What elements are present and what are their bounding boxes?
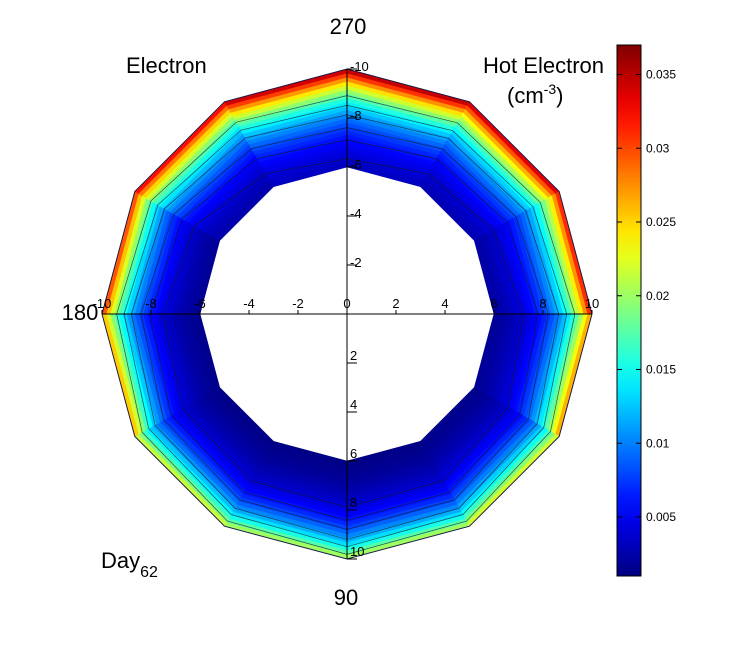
angle-label-left: 180 xyxy=(62,300,99,325)
units-exponent: -3 xyxy=(544,81,557,97)
x-tick-label: -2 xyxy=(292,296,304,311)
angle-label-top: 270 xyxy=(330,14,367,39)
y-tick-label: 4 xyxy=(350,397,357,412)
day-subscript: 62 xyxy=(140,564,158,581)
angle-label-bottom: 90 xyxy=(334,585,358,610)
units-close: ) xyxy=(556,83,563,108)
x-tick-label: -6 xyxy=(194,296,206,311)
x-tick-label: -4 xyxy=(243,296,255,311)
colorbar-tick-label: 0.02 xyxy=(646,289,670,303)
colorbar-scale xyxy=(616,44,642,577)
y-tick-label: -8 xyxy=(350,108,362,123)
units-label: (cm-3) xyxy=(507,81,563,108)
x-tick-label: 2 xyxy=(392,296,399,311)
left-title: Electron xyxy=(126,53,207,78)
x-tick-label: 8 xyxy=(539,296,546,311)
x-tick-label: 0 xyxy=(343,296,350,311)
radial-ticks: 0 -2 2 -2 2 -4 4 -4 4 -6 6 -6 6 -8 8 -8 8 -10 10 -10 10 xyxy=(93,59,599,560)
y-tick-label: -6 xyxy=(350,157,362,172)
x-tick-label: 4 xyxy=(441,296,448,311)
chart-title: Hot Electron xyxy=(483,53,604,78)
colorbar: 0.005 0.01 0.015 0.02 0.025 0.03 0.035 xyxy=(616,44,676,577)
units-open: (cm xyxy=(507,83,544,108)
colorbar-tick-label: 0.03 xyxy=(646,141,670,155)
y-tick-label: 10 xyxy=(350,544,364,559)
y-tick-label: -2 xyxy=(350,255,362,270)
colorbar-tick-label: 0.025 xyxy=(646,215,676,229)
y-tick-label: 8 xyxy=(350,495,357,510)
colorbar-tick-label: 0.005 xyxy=(646,510,676,524)
colorbar-tick-label: 0.035 xyxy=(646,68,676,82)
day-text: Day xyxy=(101,548,140,573)
colorbar-tick-label: 0.015 xyxy=(646,363,676,377)
x-tick-label: -8 xyxy=(145,296,157,311)
x-tick-label: 10 xyxy=(585,296,599,311)
colorbar-tick-label: 0.01 xyxy=(646,436,670,450)
polar-axes xyxy=(102,69,592,559)
y-tick-label: -4 xyxy=(350,206,362,221)
x-tick-label: -10 xyxy=(93,296,112,311)
day-label: Day62 xyxy=(101,548,158,581)
y-tick-label: 2 xyxy=(350,348,357,363)
y-tick-label: 6 xyxy=(350,446,357,461)
x-tick-label: 6 xyxy=(490,296,497,311)
y-tick-label: -10 xyxy=(350,59,369,74)
contour-rings xyxy=(101,68,593,560)
